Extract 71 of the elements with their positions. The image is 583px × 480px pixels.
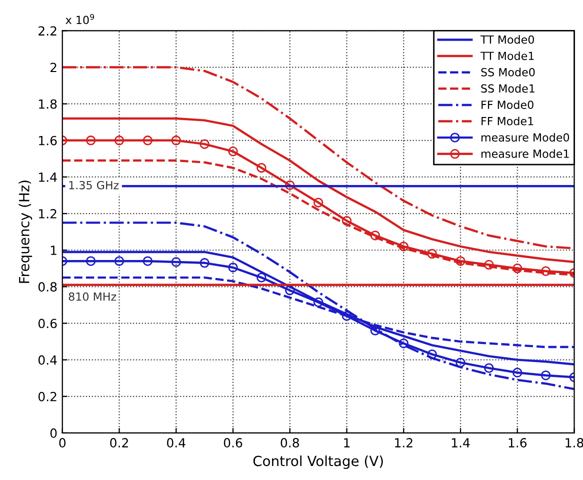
x-tick-label: 1.6 [508, 438, 527, 448]
point [313, 297, 324, 308]
point [313, 198, 324, 208]
ref-line-label: 810 MHz [68, 292, 116, 301]
y-tick-label: 0.6 [38, 318, 57, 328]
point [114, 256, 124, 266]
x-tick-label: 0.4 [167, 438, 186, 448]
legend-label: SS Mode1 [481, 84, 534, 93]
legend-label: TT Mode0 [480, 35, 534, 44]
point [256, 272, 266, 282]
y-tick-label: 0.4 [38, 355, 57, 365]
y-tick-label: 1.6 [39, 136, 57, 146]
point [456, 256, 466, 266]
y-axis-title: Frequency (Hz) [18, 180, 32, 283]
point [142, 256, 153, 266]
x-tick-label: 0.6 [224, 438, 242, 448]
point [370, 326, 380, 336]
legend-label: TT Mode1 [480, 51, 534, 60]
point [484, 363, 494, 373]
point [342, 311, 352, 321]
y-tick-label: 0.2 [38, 392, 56, 402]
point [342, 216, 352, 226]
x-tick-label: 0.2 [110, 438, 128, 448]
point [285, 180, 295, 190]
point [484, 260, 494, 270]
y-tick-label: 1.4 [39, 172, 57, 182]
legend-label: measure Mode1 [481, 149, 569, 158]
y-tick-label: 0.8 [38, 282, 57, 292]
point [256, 162, 266, 173]
point [171, 136, 181, 146]
y-tick-label: 2 [50, 62, 56, 72]
legend-label: FF Mode1 [482, 116, 534, 126]
point [512, 368, 522, 378]
point [540, 266, 551, 276]
point [285, 285, 295, 296]
point [512, 264, 522, 274]
x-tick-label: 1.4 [452, 438, 470, 448]
y-tick-label: 1 [50, 246, 56, 255]
legend-label: SS Mode0 [481, 68, 535, 76]
x-tick-label: 1 [344, 438, 350, 448]
y-tick-label: 1.8 [39, 99, 57, 109]
point [200, 258, 210, 268]
point [398, 242, 408, 252]
text: x 10$^{9}$ [66, 14, 94, 24]
ref-line-label: 1.35 GHz [69, 180, 119, 190]
x-tick-label: 1.2 [395, 438, 412, 448]
point [86, 136, 96, 146]
x-axis-title: Control Voltage (V) [253, 455, 383, 469]
point [427, 248, 437, 259]
point [456, 358, 466, 368]
point [86, 256, 96, 266]
point [114, 136, 124, 146]
point [228, 146, 238, 156]
point [427, 349, 437, 360]
point [142, 136, 153, 146]
x-tick-label: 1.8 [566, 438, 583, 448]
point [171, 257, 181, 267]
point [200, 139, 210, 149]
line-series [62, 222, 574, 390]
x-tick-label: 0.8 [280, 438, 299, 448]
y-tick-label: 1.2 [39, 209, 56, 218]
point [540, 370, 551, 380]
point [398, 338, 408, 348]
line-series [62, 117, 574, 264]
point [370, 230, 380, 240]
legend-label: measure Mode0 [481, 133, 570, 142]
y-tick-label: 0 [50, 428, 57, 438]
x-tick-label: 0 [59, 438, 66, 448]
legend-label: FF Mode0 [482, 100, 534, 109]
y-tick-label: 2.2 [38, 26, 56, 36]
point [228, 262, 238, 272]
